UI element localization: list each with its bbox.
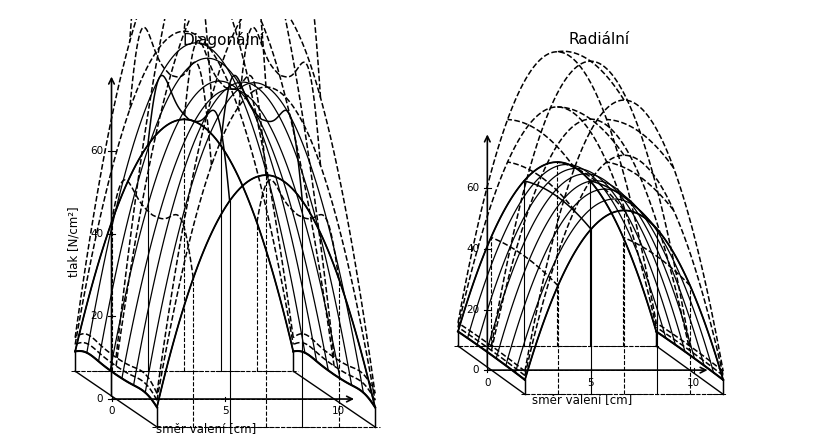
Text: 0: 0: [484, 378, 491, 388]
Text: 0: 0: [97, 394, 103, 404]
Text: 20: 20: [466, 304, 479, 314]
Text: tlak [N/cm²]: tlak [N/cm²]: [68, 207, 81, 277]
Text: 60: 60: [90, 146, 103, 156]
Text: směr valení [cm]: směr valení [cm]: [532, 393, 633, 406]
Text: 10: 10: [687, 378, 700, 388]
Text: 40: 40: [466, 244, 479, 254]
Text: 0: 0: [472, 365, 479, 375]
Text: 5: 5: [587, 378, 594, 388]
Text: 20: 20: [90, 311, 103, 321]
Text: Diagonální: Diagonální: [183, 32, 263, 48]
Text: 0: 0: [108, 406, 115, 417]
Text: směr valení [cm]: směr valení [cm]: [156, 422, 257, 435]
Text: 5: 5: [221, 406, 229, 417]
Text: Radiální: Radiální: [568, 32, 629, 47]
Text: 40: 40: [90, 229, 103, 239]
Text: 60: 60: [466, 184, 479, 194]
Text: 10: 10: [332, 406, 345, 417]
